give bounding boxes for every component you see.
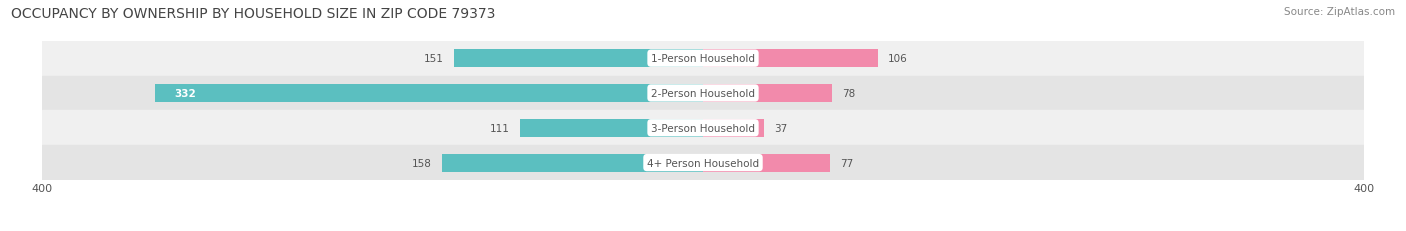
Bar bbox=[42, 42, 1364, 76]
Text: OCCUPANCY BY OWNERSHIP BY HOUSEHOLD SIZE IN ZIP CODE 79373: OCCUPANCY BY OWNERSHIP BY HOUSEHOLD SIZE… bbox=[11, 7, 496, 21]
Bar bbox=[703, 119, 763, 137]
Text: 78: 78 bbox=[842, 88, 855, 99]
Bar bbox=[441, 154, 703, 172]
Bar bbox=[520, 119, 703, 137]
Text: 77: 77 bbox=[841, 158, 853, 168]
Text: Source: ZipAtlas.com: Source: ZipAtlas.com bbox=[1284, 7, 1395, 17]
Text: 2-Person Household: 2-Person Household bbox=[651, 88, 755, 99]
Bar bbox=[703, 50, 879, 68]
Text: 151: 151 bbox=[423, 54, 444, 64]
Bar bbox=[155, 85, 703, 103]
Bar bbox=[42, 146, 1364, 180]
Text: 37: 37 bbox=[775, 123, 787, 133]
Bar bbox=[703, 85, 832, 103]
Text: 106: 106 bbox=[889, 54, 908, 64]
Text: 158: 158 bbox=[412, 158, 432, 168]
Bar bbox=[42, 111, 1364, 146]
Text: 3-Person Household: 3-Person Household bbox=[651, 123, 755, 133]
Bar bbox=[42, 76, 1364, 111]
Bar bbox=[454, 50, 703, 68]
Text: 1-Person Household: 1-Person Household bbox=[651, 54, 755, 64]
Bar bbox=[703, 154, 830, 172]
Text: 111: 111 bbox=[489, 123, 510, 133]
Text: 4+ Person Household: 4+ Person Household bbox=[647, 158, 759, 168]
Text: 332: 332 bbox=[174, 88, 195, 99]
